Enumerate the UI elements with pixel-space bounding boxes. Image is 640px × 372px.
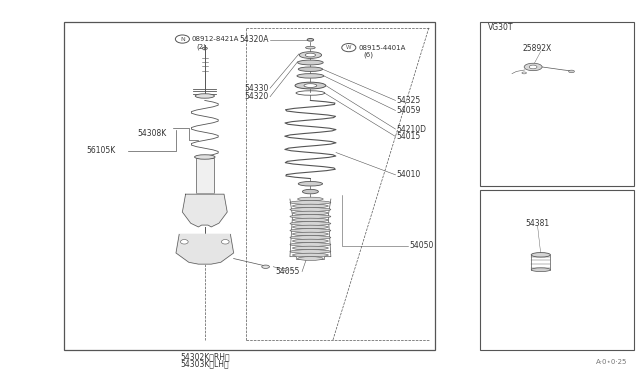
Text: 56105K: 56105K	[86, 146, 116, 155]
Ellipse shape	[298, 197, 323, 201]
Ellipse shape	[292, 204, 328, 208]
Text: 54302K（RH）: 54302K（RH）	[180, 353, 230, 362]
Circle shape	[221, 240, 229, 244]
Text: 54055: 54055	[275, 267, 300, 276]
Ellipse shape	[569, 70, 575, 73]
FancyBboxPatch shape	[480, 22, 634, 186]
Ellipse shape	[298, 182, 323, 186]
Ellipse shape	[305, 46, 315, 49]
Text: 54381: 54381	[525, 219, 550, 228]
Ellipse shape	[300, 52, 321, 58]
Ellipse shape	[298, 60, 323, 65]
Text: 54308K: 54308K	[138, 129, 167, 138]
Ellipse shape	[522, 72, 526, 74]
Text: VG30T: VG30T	[488, 23, 514, 32]
Ellipse shape	[304, 84, 317, 87]
FancyBboxPatch shape	[480, 190, 634, 350]
Ellipse shape	[295, 82, 326, 89]
Ellipse shape	[292, 211, 328, 215]
Text: 54303K（LH）: 54303K（LH）	[180, 359, 229, 368]
Ellipse shape	[297, 74, 324, 78]
Ellipse shape	[529, 65, 537, 69]
Polygon shape	[182, 194, 227, 227]
Text: 54330: 54330	[244, 84, 269, 93]
Text: 54010: 54010	[397, 170, 421, 179]
Ellipse shape	[292, 239, 328, 243]
Ellipse shape	[524, 63, 542, 71]
Ellipse shape	[195, 94, 214, 98]
Text: 08912-8421A: 08912-8421A	[192, 36, 239, 42]
Text: 54210D: 54210D	[397, 125, 427, 134]
Ellipse shape	[290, 229, 331, 232]
Text: 25892X: 25892X	[523, 44, 552, 53]
FancyBboxPatch shape	[196, 158, 214, 193]
Text: (2): (2)	[196, 44, 206, 51]
Ellipse shape	[292, 218, 328, 222]
Text: 54050: 54050	[410, 241, 434, 250]
Text: A·0⋆0·25: A·0⋆0·25	[596, 359, 627, 365]
Ellipse shape	[282, 269, 287, 271]
Text: 54325: 54325	[397, 96, 421, 105]
Ellipse shape	[290, 236, 331, 240]
Ellipse shape	[290, 243, 331, 246]
Ellipse shape	[531, 268, 550, 272]
Ellipse shape	[292, 253, 328, 257]
Text: 08915-4401A: 08915-4401A	[358, 45, 406, 51]
Ellipse shape	[290, 208, 331, 211]
Ellipse shape	[262, 265, 269, 269]
Circle shape	[180, 240, 188, 244]
Ellipse shape	[298, 257, 323, 260]
Polygon shape	[176, 234, 234, 264]
Ellipse shape	[307, 38, 314, 41]
Ellipse shape	[292, 232, 328, 236]
Ellipse shape	[290, 215, 331, 218]
Ellipse shape	[290, 222, 331, 225]
Ellipse shape	[290, 201, 331, 204]
Text: (6): (6)	[363, 52, 373, 58]
Text: 54059: 54059	[397, 106, 421, 115]
Ellipse shape	[195, 155, 215, 159]
Ellipse shape	[290, 250, 331, 253]
Text: W: W	[346, 45, 351, 50]
Ellipse shape	[298, 67, 323, 71]
Ellipse shape	[302, 189, 319, 194]
Text: 54015: 54015	[397, 132, 421, 141]
FancyBboxPatch shape	[64, 22, 435, 350]
Ellipse shape	[305, 53, 316, 57]
Ellipse shape	[531, 253, 550, 257]
Ellipse shape	[292, 225, 328, 229]
Ellipse shape	[292, 246, 328, 250]
Text: N: N	[180, 36, 185, 42]
Text: 54320: 54320	[244, 92, 269, 101]
Text: 54320A: 54320A	[239, 35, 269, 44]
